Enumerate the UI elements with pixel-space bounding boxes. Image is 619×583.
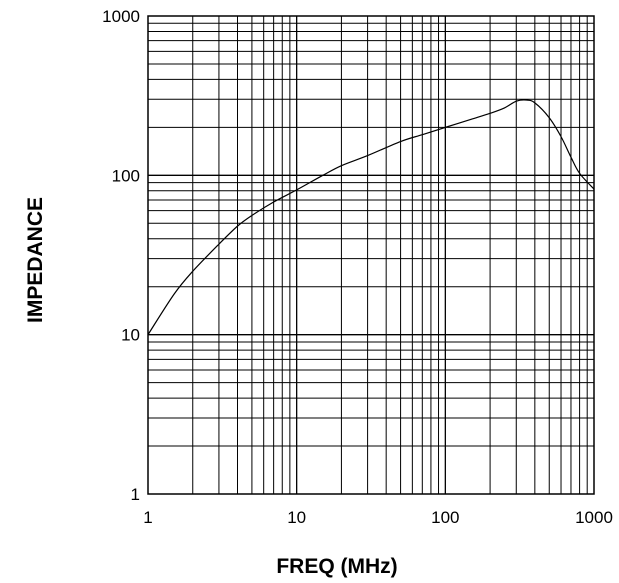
impedance-curve	[147, 99, 595, 335]
y-tick-label: 1000	[102, 7, 140, 26]
y-tick-labels: 1000 100 10 1	[102, 7, 140, 504]
grid-lines	[148, 16, 594, 494]
plot-area-frame	[147, 15, 595, 495]
x-tick-label: 10	[287, 508, 306, 527]
x-tick-label: 100	[431, 508, 459, 527]
y-axis-title: IMPEDANCE	[24, 197, 47, 323]
x-tick-label: 1000	[575, 508, 613, 527]
x-tick-labels: 1 10 100 1000	[143, 508, 613, 527]
x-axis-title: FREQ (MHz)	[276, 555, 397, 578]
y-tick-label: 100	[112, 166, 140, 185]
x-tick-label: 1	[143, 508, 152, 527]
y-tick-label: 10	[121, 326, 140, 345]
y-tick-label: 1	[131, 485, 140, 504]
